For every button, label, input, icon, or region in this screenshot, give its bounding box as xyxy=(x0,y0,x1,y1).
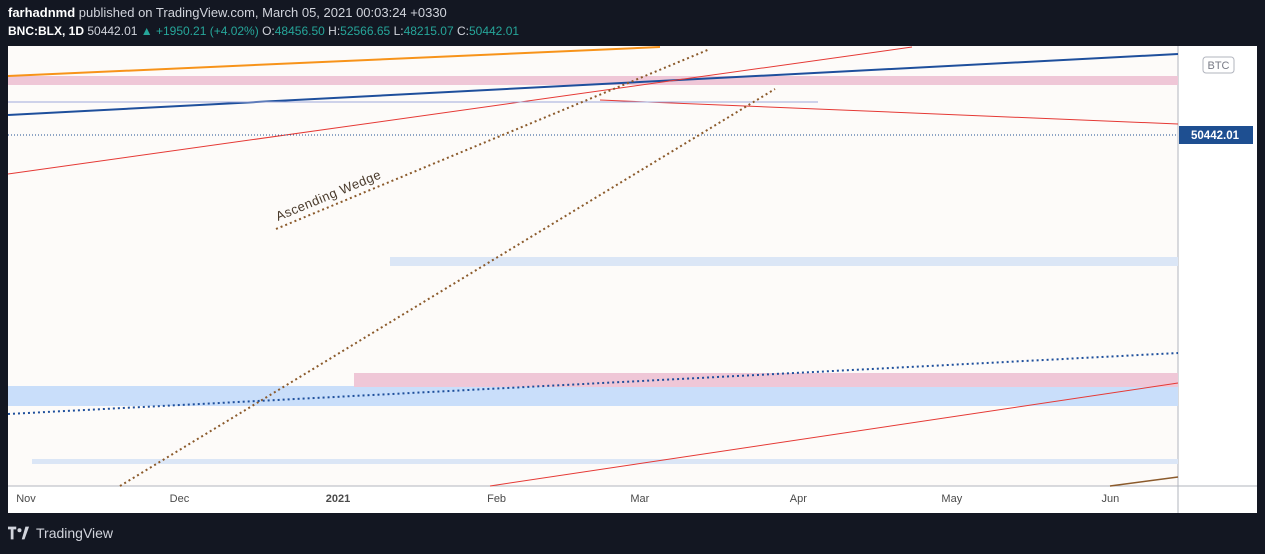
high-value: 52566.65 xyxy=(340,24,391,38)
zone-30000 xyxy=(390,257,1178,266)
last-price: 50442.01 xyxy=(87,24,138,38)
author-name[interactable]: farhadnmd xyxy=(8,5,76,20)
tradingview-logo-icon xyxy=(8,526,30,540)
time-axis[interactable] xyxy=(8,486,1257,513)
tradingview-logo[interactable]: TradingView xyxy=(8,525,113,541)
resistance-zone-pink xyxy=(8,76,1178,85)
btc-unit-badge[interactable]: BTC xyxy=(1202,56,1235,74)
close-label: C: xyxy=(456,24,469,38)
price-change: ▲ +1950.21 (+4.02%) xyxy=(140,24,259,38)
open-value: 48456.50 xyxy=(274,24,325,38)
high-label: H: xyxy=(328,24,341,38)
x-tick-label: 2021 xyxy=(326,493,350,505)
last-price-tag: 50442.01 xyxy=(1179,126,1253,144)
chart-header: farhadnmd published on TradingView.com, … xyxy=(0,0,1265,46)
blue-long-trendline[interactable] xyxy=(7,53,1179,116)
x-tick-label: Nov xyxy=(16,493,36,505)
symbol-label[interactable]: BNC:BLX, 1D xyxy=(8,24,85,38)
btc-unit-label: BTC xyxy=(1208,60,1230,72)
x-tick-label: Jun xyxy=(1102,493,1120,505)
publish-info: farhadnmd published on TradingView.com, … xyxy=(8,5,447,20)
low-label: L: xyxy=(393,24,404,38)
x-tick-label: Dec xyxy=(170,493,190,505)
x-tick-label: Apr xyxy=(790,493,807,505)
support-zone-blue xyxy=(8,386,1178,406)
trendlines-layer xyxy=(7,46,1179,487)
orange-trendline[interactable] xyxy=(7,46,661,77)
close-value: 50442.01 xyxy=(468,24,520,38)
red-lower-trendline[interactable] xyxy=(489,382,1179,487)
ohlc-legend: BNC:BLX, 1D 50442.01 ▲ +1950.21 (+4.02%)… xyxy=(8,24,519,38)
last-price-tag-label: 50442.01 xyxy=(1191,130,1240,142)
price-axis[interactable] xyxy=(1178,46,1257,486)
blue-dotted-trendline[interactable] xyxy=(7,352,1179,415)
low-value: 48215.07 xyxy=(403,24,454,38)
x-tick-label: Mar xyxy=(630,493,649,505)
brown-corner-line[interactable] xyxy=(1109,476,1179,487)
zones-layer xyxy=(8,76,1178,464)
x-axis-labels: Nov Dec 2021 Feb Mar Apr May Jun xyxy=(16,493,1119,505)
tradingview-logo-text: TradingView xyxy=(36,525,114,541)
x-tick-label: May xyxy=(941,493,962,505)
x-tick-label: Feb xyxy=(487,493,506,505)
zone-15500 xyxy=(32,459,1178,464)
open-label: O: xyxy=(262,24,275,38)
red-upper-trendline[interactable] xyxy=(7,46,913,175)
published-text: published on TradingView.com, March 05, … xyxy=(78,5,447,20)
support-zone-pink xyxy=(354,373,1178,387)
red-horizontal-trendline[interactable] xyxy=(599,99,1179,125)
wedge-upper-line[interactable] xyxy=(275,48,711,230)
